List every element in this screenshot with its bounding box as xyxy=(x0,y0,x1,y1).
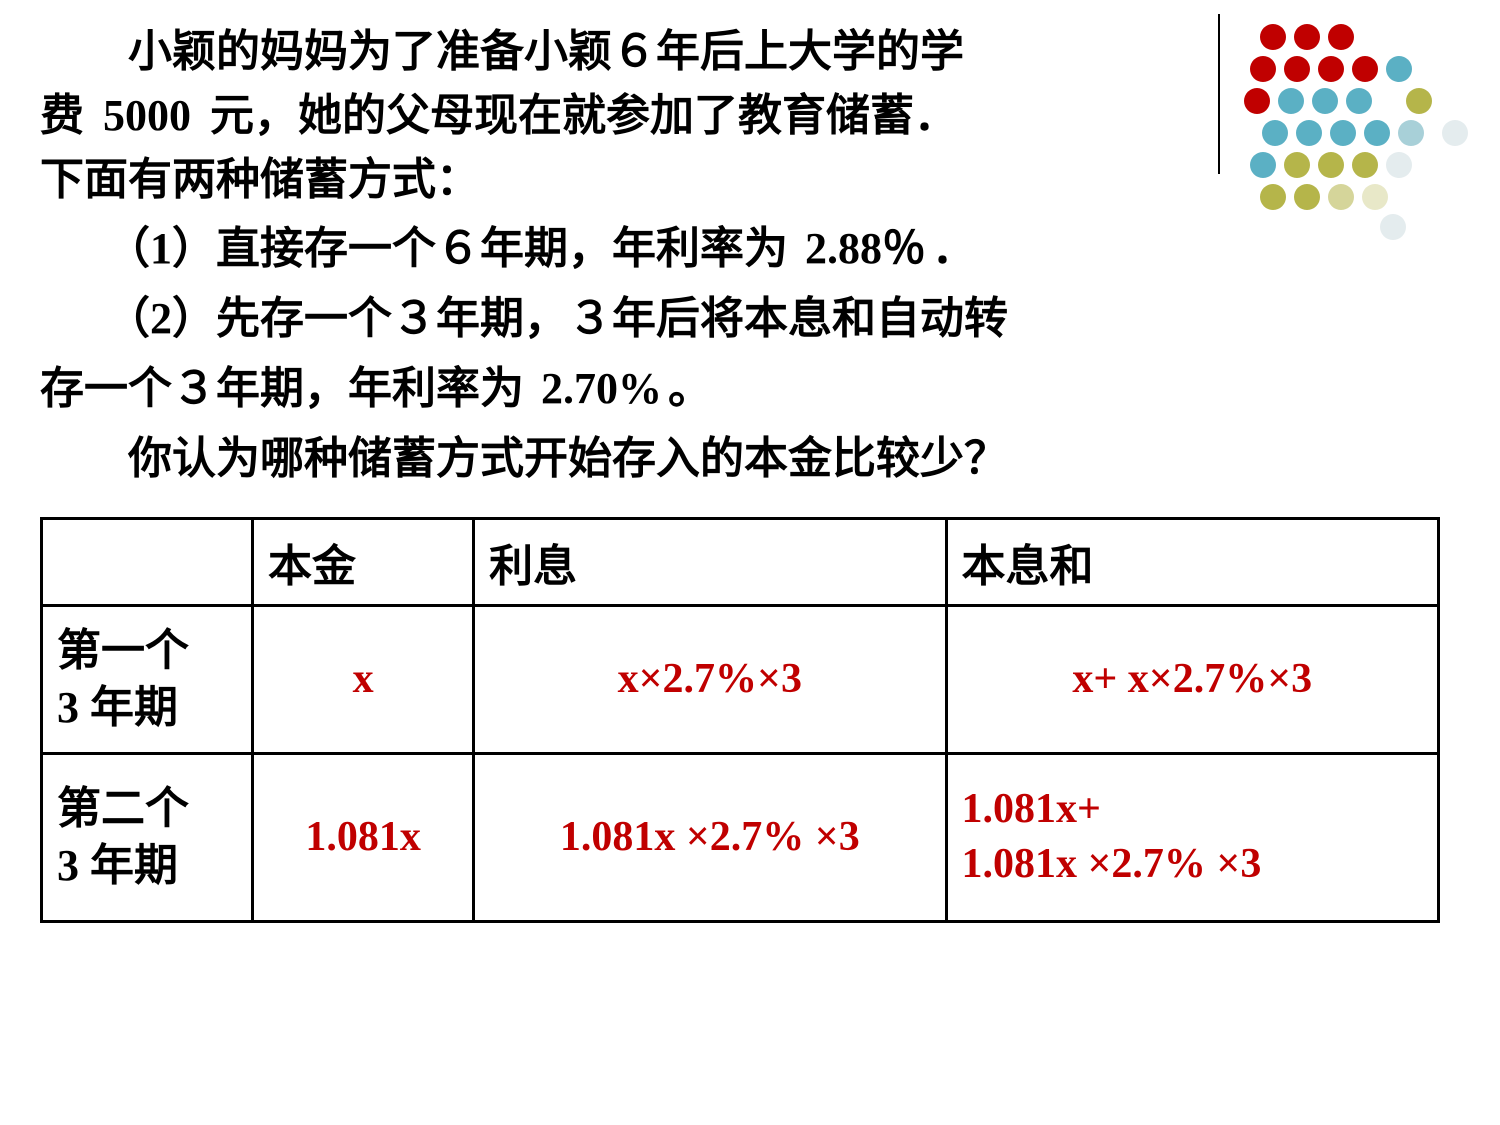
dot-icon xyxy=(1386,152,1412,178)
option-2-line2: 存一个３年期，年利率为 2.70%。 xyxy=(40,357,1460,421)
dot-icon xyxy=(1362,184,1388,210)
table-row: 第二个 3 年期 1.081x 1.081x ×2.7% ×3 1.081x+ … xyxy=(42,753,1439,921)
table-row: 第一个 3 年期 x x×2.7%×3 x+ x×2.7%×3 xyxy=(42,605,1439,753)
dot-icon xyxy=(1244,88,1270,114)
option-1: （1）直接存一个６年期，年利率为 2.88％． xyxy=(40,217,1460,281)
opt2-text: 先存一个３年期，３年后将本息和自动转 xyxy=(216,294,1008,343)
dot-icon xyxy=(1398,120,1424,146)
opt1-marker: （1） xyxy=(106,224,216,273)
text: 费 xyxy=(40,91,84,140)
row2-label: 第二个 3 年期 xyxy=(42,753,253,921)
text: 元，她的父母现在就参加了教育储蓄． xyxy=(210,91,958,140)
dot-icon xyxy=(1352,56,1378,82)
dot-icon xyxy=(1318,152,1344,178)
dot-icon xyxy=(1296,120,1322,146)
dot-icon xyxy=(1328,24,1354,50)
text: 小颖的妈妈为了准备小颖６年后上大学的学 xyxy=(128,27,964,76)
dot-icon xyxy=(1294,184,1320,210)
label-b: 3 年期 xyxy=(57,841,178,890)
dot-icon xyxy=(1294,24,1320,50)
row2-interest: 1.081x ×2.7% ×3 xyxy=(474,753,946,921)
opt2-marker: （2） xyxy=(106,294,216,343)
calculation-table: 本金 利息 本息和 第一个 3 年期 x x×2.7%×3 x+ x×2.7%×… xyxy=(40,517,1440,923)
row2-principal: 1.081x xyxy=(253,753,474,921)
row2-total: 1.081x+ 1.081x ×2.7% ×3 xyxy=(946,753,1439,921)
dot-icon xyxy=(1386,56,1412,82)
dot-icon xyxy=(1250,56,1276,82)
dot-icon xyxy=(1312,88,1338,114)
problem-text-line1: 小颖的妈妈为了准备小颖６年后上大学的学 xyxy=(40,20,1460,84)
decorative-dots xyxy=(1250,20,1470,230)
label-a: 第一个 xyxy=(57,626,189,675)
problem-text-line3: 下面有两种储蓄方式： xyxy=(40,148,1460,212)
th-total: 本息和 xyxy=(946,518,1439,605)
th-principal: 本金 xyxy=(253,518,474,605)
table-header-row: 本金 利息 本息和 xyxy=(42,518,1439,605)
dot-icon xyxy=(1442,120,1468,146)
total-a: 1.081x+ xyxy=(962,786,1101,832)
row1-principal: x xyxy=(253,605,474,753)
dot-icon xyxy=(1284,152,1310,178)
dot-icon xyxy=(1328,184,1354,210)
amount: 5000 xyxy=(103,91,191,140)
dot-icon xyxy=(1364,120,1390,146)
text: 下面有两种储蓄方式： xyxy=(40,155,480,204)
total-b: 1.081x ×2.7% ×3 xyxy=(962,841,1262,887)
dot-icon xyxy=(1330,120,1356,146)
opt1-rate: 2.88％ xyxy=(805,224,926,273)
question-text: 你认为哪种储蓄方式开始存入的本金比较少？ xyxy=(40,427,1460,491)
dot-icon xyxy=(1380,214,1406,240)
dot-icon xyxy=(1318,56,1344,82)
row1-total: x+ x×2.7%×3 xyxy=(946,605,1439,753)
dot-icon xyxy=(1260,184,1286,210)
dot-icon xyxy=(1406,88,1432,114)
th-blank xyxy=(42,518,253,605)
punct: ． xyxy=(932,224,976,273)
row1-label: 第一个 3 年期 xyxy=(42,605,253,753)
dot-icon xyxy=(1260,24,1286,50)
opt1-text: 直接存一个６年期，年利率为 xyxy=(216,224,788,273)
opt2-text2: 存一个３年期，年利率为 xyxy=(40,364,524,413)
th-interest: 利息 xyxy=(474,518,946,605)
punct: 。 xyxy=(668,364,712,413)
dot-icon xyxy=(1262,120,1288,146)
dot-icon xyxy=(1346,88,1372,114)
option-2-line1: （2）先存一个３年期，３年后将本息和自动转 xyxy=(40,287,1460,351)
dot-icon xyxy=(1250,152,1276,178)
row1-interest: x×2.7%×3 xyxy=(474,605,946,753)
dot-icon xyxy=(1352,152,1378,178)
label-a: 第二个 xyxy=(57,784,189,833)
vertical-divider xyxy=(1218,14,1220,174)
dot-icon xyxy=(1284,56,1310,82)
dot-icon xyxy=(1278,88,1304,114)
opt2-rate: 2.70% xyxy=(541,364,662,413)
label-b: 3 年期 xyxy=(57,683,178,732)
